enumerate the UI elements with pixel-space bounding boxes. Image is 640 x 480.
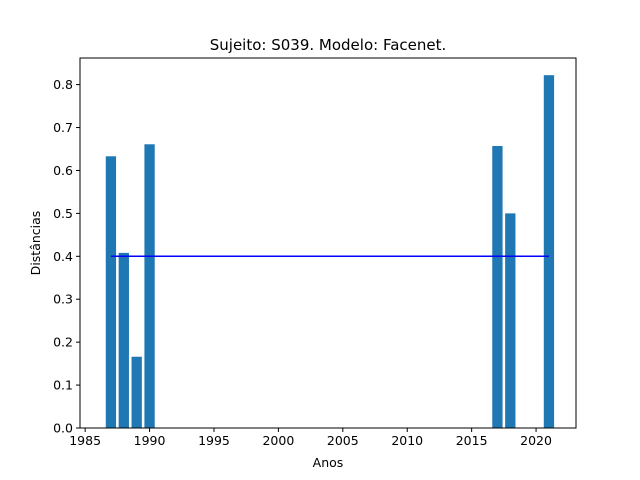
y-tick-label-5: 0.5 xyxy=(53,206,73,221)
y-tick-label-4: 0.4 xyxy=(53,249,73,264)
x-tick-label-2000: 2000 xyxy=(262,433,294,448)
y-tick-label-7: 0.7 xyxy=(53,120,73,135)
y-tick-label-8: 0.8 xyxy=(53,77,73,92)
bars-group xyxy=(105,75,555,428)
bar-1988 xyxy=(118,252,129,428)
x-axis-ticks: 1985 1990 1995 2000 2005 2010 2015 2020 xyxy=(69,428,552,448)
y-axis-ticks: 0.0 0.1 0.2 0.3 0.4 0.5 0.6 0.7 0.8 xyxy=(53,77,80,436)
bar-1989 xyxy=(131,356,142,428)
y-tick-label-6: 0.6 xyxy=(53,163,73,178)
bar-2018 xyxy=(505,213,516,428)
x-tick-label-2020: 2020 xyxy=(520,433,552,448)
bar-2021 xyxy=(543,75,555,428)
y-tick-label-1: 0.1 xyxy=(53,378,73,393)
x-tick-label-1985: 1985 xyxy=(69,433,101,448)
bar-2017 xyxy=(492,145,503,428)
bar-1987 xyxy=(105,156,117,428)
x-tick-label-2005: 2005 xyxy=(327,433,359,448)
bar-1990 xyxy=(144,144,155,428)
plot-frame xyxy=(79,57,577,429)
x-tick-label-2015: 2015 xyxy=(456,433,488,448)
x-axis-label: Anos xyxy=(313,455,344,470)
y-tick-label-2: 0.2 xyxy=(53,335,73,350)
y-axis-label: Distâncias xyxy=(28,211,43,276)
x-tick-label-1995: 1995 xyxy=(198,433,230,448)
chart-title: Sujeito: S039. Modelo: Facenet. xyxy=(210,36,447,54)
y-tick-label-0: 0.0 xyxy=(53,421,73,436)
x-tick-label-2010: 2010 xyxy=(391,433,423,448)
x-tick-label-1990: 1990 xyxy=(134,433,166,448)
y-tick-label-3: 0.3 xyxy=(53,292,73,307)
